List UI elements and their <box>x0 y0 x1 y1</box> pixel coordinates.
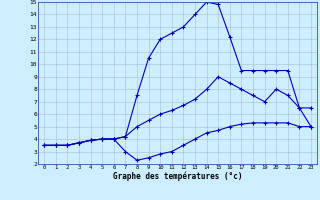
X-axis label: Graphe des températures (°c): Graphe des températures (°c) <box>113 172 242 181</box>
